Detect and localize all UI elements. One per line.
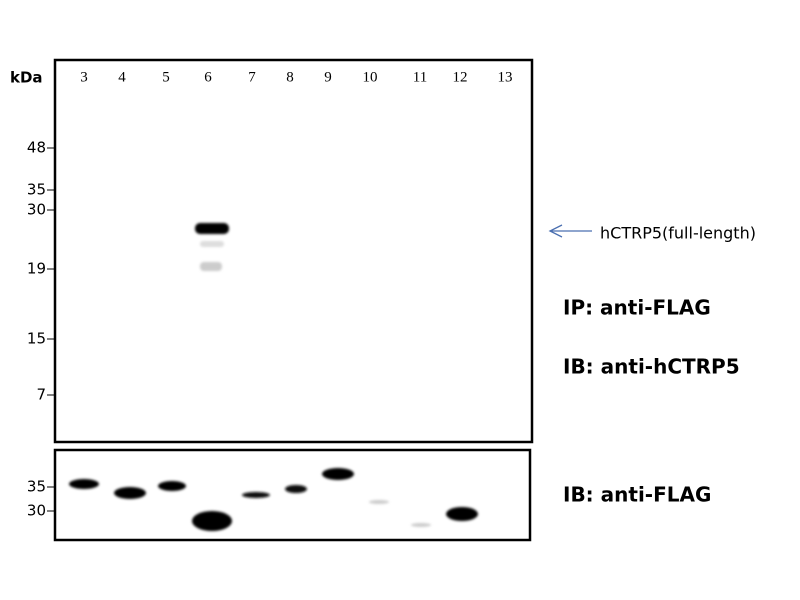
- band: [69, 479, 99, 489]
- lane-label: 11: [413, 69, 427, 85]
- lane-label: 9: [324, 69, 332, 85]
- band: [242, 492, 270, 498]
- ip-label: IP: anti-FLAG: [563, 296, 711, 320]
- band: [200, 241, 224, 247]
- band: [285, 485, 307, 493]
- band: [200, 262, 222, 271]
- band: [158, 481, 186, 491]
- lane-label: 12: [453, 69, 468, 85]
- band: [114, 487, 146, 499]
- lane-label: 7: [248, 69, 256, 85]
- marker-label: 30: [27, 201, 46, 219]
- top-panel: [53, 58, 534, 444]
- lane-label: 8: [286, 69, 294, 85]
- marker-label: 35: [27, 181, 46, 199]
- lane-label: 13: [498, 69, 513, 85]
- band: [446, 507, 478, 521]
- band: [369, 500, 389, 504]
- lane-label: 5: [162, 69, 170, 85]
- bands: [69, 223, 478, 531]
- marker-label: 48: [27, 139, 46, 157]
- arrow-label: hCTRP5(full-length): [600, 224, 756, 243]
- marker-label: 7: [36, 386, 46, 404]
- ib-bottom-label: IB: anti-FLAG: [563, 483, 711, 507]
- unit-label: kDa: [10, 69, 43, 87]
- arrow-head: [548, 224, 563, 238]
- band: [192, 511, 232, 531]
- marker-label: 30: [27, 502, 46, 520]
- band: [322, 468, 354, 480]
- band: [195, 223, 229, 234]
- lane-label: 4: [118, 69, 126, 85]
- band: [411, 523, 431, 527]
- marker-label: 35: [27, 478, 46, 496]
- ib-top-label: IB: anti-hCTRP5: [563, 355, 740, 379]
- marker-label: 19: [27, 260, 46, 278]
- lane-label: 10: [363, 69, 378, 85]
- lane-label: 6: [204, 69, 212, 85]
- marker-label: 15: [27, 330, 46, 348]
- lane-label: 3: [80, 69, 88, 85]
